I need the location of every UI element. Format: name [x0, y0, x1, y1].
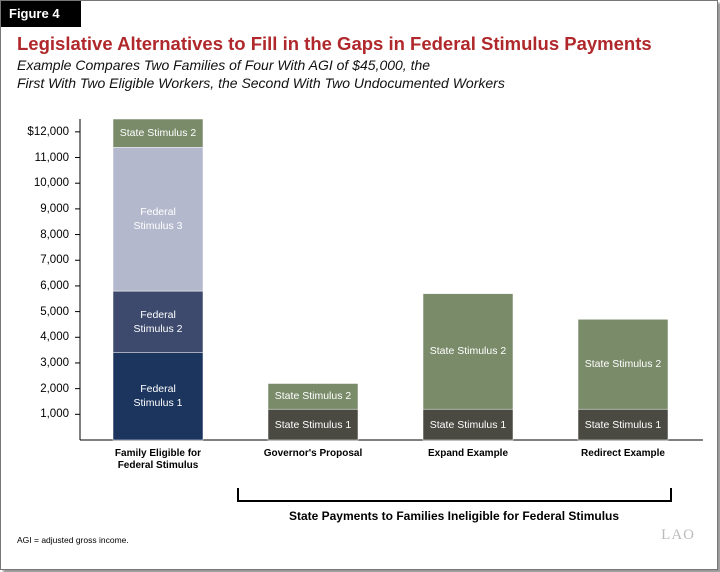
y-tick-label: 1,000: [40, 408, 69, 421]
x-tick-label: Expand Example: [427, 448, 509, 459]
segment-label: State Stimulus 2: [119, 127, 197, 140]
y-tick-label: 9,000: [40, 202, 69, 215]
x-tick-label: Family Eligible for Federal Stimulus: [114, 448, 202, 471]
bar-segment: [577, 408, 669, 441]
y-tick-label: 10,000: [33, 177, 69, 190]
segment-label: State Stimulus 1: [274, 418, 352, 431]
y-tick-label: 8,000: [40, 228, 69, 241]
bar-segment: [267, 383, 359, 410]
subtitle: Example Compares Two Families of Four Wi…: [17, 57, 431, 73]
segment-label: State Stimulus 1: [584, 418, 662, 431]
y-tick-label: 3,000: [40, 356, 69, 369]
y-tick-label: 11,000: [34, 151, 69, 164]
logo: LAO: [661, 527, 695, 543]
segment-label: Federal Stimulus 1: [133, 383, 183, 410]
segment-label: Federal Stimulus 3: [133, 206, 183, 233]
y-tick-label: 5,000: [40, 305, 69, 318]
bar-segment: [112, 118, 204, 148]
figure-label: Figure 4: [1, 1, 81, 27]
subtitle: First With Two Eligible Workers, the Sec…: [17, 75, 505, 91]
segment-label: State Stimulus 2: [429, 345, 507, 358]
bar-segment: [422, 293, 514, 410]
bar-segment: [112, 290, 204, 353]
y-tick-label: 6,000: [40, 279, 69, 292]
chart-title: Legislative Alternatives to Fill in the …: [17, 33, 652, 54]
y-tick-label: $12,000: [27, 125, 69, 138]
bracket: [237, 488, 672, 502]
y-tick-label: 7,000: [40, 254, 69, 267]
bar-segment: [267, 408, 359, 441]
y-tick-label: 2,000: [40, 382, 69, 395]
segment-label: State Stimulus 2: [584, 358, 662, 371]
bar-segment: [112, 352, 204, 441]
bar-segment: [112, 146, 204, 292]
segment-label: Federal Stimulus 2: [133, 308, 183, 335]
bar-segment: [577, 319, 669, 410]
y-tick-label: 4,000: [40, 331, 69, 344]
x-tick-label: Governor's Proposal: [263, 448, 363, 459]
footnote: AGI = adjusted gross income.: [17, 535, 129, 545]
segment-label: State Stimulus 1: [429, 418, 507, 431]
x-tick-label: Redirect Example: [581, 448, 665, 459]
segment-label: State Stimulus 2: [274, 390, 352, 403]
bracket-label: State Payments to Families Ineligible fo…: [288, 509, 620, 523]
